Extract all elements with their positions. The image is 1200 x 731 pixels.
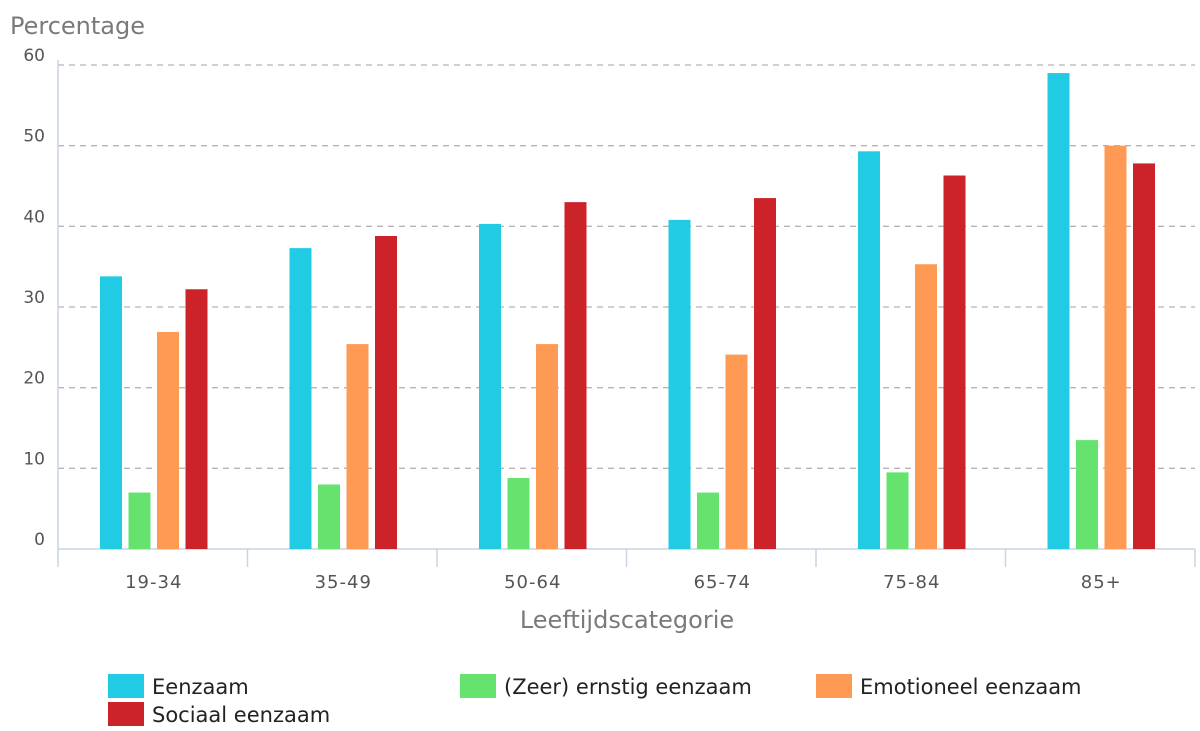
bar xyxy=(697,492,719,549)
bar xyxy=(1104,145,1127,549)
x-axis-title: Leeftijdscategorie xyxy=(520,606,734,634)
bar xyxy=(536,344,558,549)
legend-item: Sociaal eenzaam xyxy=(108,702,330,727)
bar xyxy=(375,236,397,549)
legend-label: Emotioneel eenzaam xyxy=(860,675,1082,699)
gridlines xyxy=(58,64,1195,469)
x-tick-label: 85+ xyxy=(1081,572,1122,593)
y-tick-label: 60 xyxy=(23,46,45,66)
x-tick-label: 65-74 xyxy=(694,572,751,593)
axes xyxy=(57,60,1196,567)
bar xyxy=(1047,73,1070,550)
bar xyxy=(886,472,909,549)
bar xyxy=(754,198,776,549)
bar xyxy=(507,478,530,549)
bar xyxy=(1076,440,1098,549)
legend-swatch xyxy=(816,674,852,698)
y-tick-label: 50 xyxy=(23,127,45,147)
x-tick-label: 75-84 xyxy=(883,572,940,593)
legend-item: (Zeer) ernstig eenzaam xyxy=(460,674,752,699)
x-tick-label: 35-49 xyxy=(315,572,372,593)
legend: Eenzaam (Zeer) ernstig eenzaam Emotioneel … xyxy=(108,674,1082,727)
bar xyxy=(668,219,691,549)
y-tick-label: 20 xyxy=(23,369,45,389)
bar xyxy=(943,175,966,549)
bar xyxy=(564,202,587,549)
tick-labels: 0 10 20 30 40 50 60 19-34 35-49 50-64 65-74 75-84 85… xyxy=(23,46,1122,593)
bar xyxy=(318,484,340,549)
legend-item: Eenzaam xyxy=(108,674,249,699)
y-tick-label: 30 xyxy=(23,288,45,308)
legend-label: (Zeer) ernstig eenzaam xyxy=(504,675,752,699)
bar xyxy=(100,276,122,549)
legend-swatch xyxy=(108,674,144,698)
bar xyxy=(915,264,937,549)
bar xyxy=(479,223,501,549)
legend-label: Sociaal eenzaam xyxy=(152,703,330,727)
y-axis-title: Percentage xyxy=(10,12,145,40)
legend-item: Emotioneel eenzaam xyxy=(816,674,1082,699)
legend-swatch xyxy=(108,702,144,726)
bar xyxy=(128,492,151,549)
legend-swatch xyxy=(460,674,496,698)
y-tick-label: 0 xyxy=(34,530,45,550)
bar xyxy=(289,248,312,549)
bar xyxy=(185,289,208,549)
bar xyxy=(346,344,369,549)
bars xyxy=(100,73,1155,550)
bar xyxy=(157,332,179,549)
x-tick-label: 50-64 xyxy=(504,572,561,593)
bar xyxy=(858,151,880,549)
y-tick-label: 10 xyxy=(23,449,45,469)
x-tick-label: 19-34 xyxy=(125,572,182,593)
y-tick-label: 40 xyxy=(23,207,45,227)
bar xyxy=(1133,163,1155,549)
bar xyxy=(725,354,748,549)
legend-label: Eenzaam xyxy=(152,675,249,699)
